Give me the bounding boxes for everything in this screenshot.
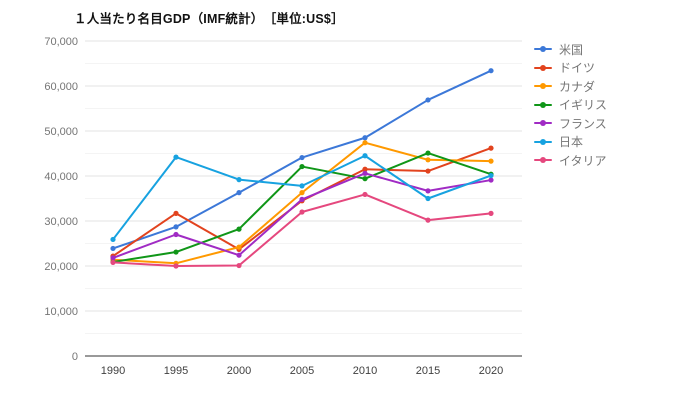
legend-label: カナダ [559, 79, 596, 94]
data-point-米国 [425, 97, 431, 103]
legend-label: 日本 [559, 135, 584, 150]
x-tick-label: 2005 [290, 365, 314, 377]
data-point-イギリス [299, 163, 305, 170]
data-point-イギリス [362, 176, 368, 182]
data-point-日本 [110, 236, 116, 243]
y-tick-label: 0 [72, 351, 78, 363]
x-tick-label: 2020 [479, 365, 503, 377]
data-point-米国 [488, 68, 494, 74]
data-point-フランス [362, 170, 368, 176]
legend-series-marker-icon [534, 64, 552, 72]
chart-title: １人当たり名目GDP（IMF統計） ［単位:US$］ [74, 12, 344, 26]
y-tick-label: 50,000 [44, 126, 78, 138]
legend-color-dot [540, 157, 546, 164]
data-point-米国 [299, 154, 305, 161]
legend-color-dot [540, 46, 546, 53]
data-point-米国 [236, 190, 242, 196]
legend-series-marker-icon [534, 156, 552, 164]
data-point-日本 [173, 154, 179, 160]
legend-label: イギリス [559, 98, 608, 113]
data-point-フランス [110, 255, 116, 261]
data-point-フランス [425, 188, 431, 194]
data-point-イタリア [236, 262, 242, 269]
data-point-カナダ [362, 140, 368, 146]
y-tick-label: 40,000 [44, 171, 78, 183]
data-point-ドイツ [488, 145, 494, 151]
legend-color-dot [540, 64, 546, 71]
data-point-カナダ [299, 190, 305, 196]
legend-item-イギリス: イギリス [534, 96, 607, 115]
data-point-カナダ [425, 157, 431, 163]
series-line-イタリア [112, 193, 492, 267]
data-point-イギリス [173, 249, 179, 255]
legend-label: ドイツ [559, 61, 596, 76]
data-point-日本 [425, 195, 431, 202]
legend-label: 米国 [559, 42, 584, 57]
data-point-フランス [173, 231, 179, 238]
legend-color-dot [540, 83, 546, 90]
x-tick-label: 2010 [353, 365, 377, 377]
data-point-フランス [236, 252, 242, 258]
legend-color-dot [540, 101, 546, 108]
legend-series-marker-icon [534, 119, 552, 127]
data-point-米国 [110, 245, 116, 252]
data-point-ドイツ [425, 168, 431, 174]
legend-series-marker-icon [534, 45, 552, 53]
x-tick-label: 1990 [101, 365, 125, 377]
data-point-ドイツ [173, 210, 179, 216]
data-point-カナダ [488, 158, 494, 164]
data-point-カナダ [236, 244, 242, 250]
legend-label: イタリア [559, 153, 607, 168]
data-point-イタリア [488, 210, 494, 216]
data-point-イギリス [236, 226, 242, 232]
chart-legend: 米国ドイツカナダイギリスフランス日本イタリア [534, 40, 607, 170]
data-point-日本 [299, 183, 305, 189]
data-point-フランス [299, 196, 305, 202]
legend-color-dot [540, 138, 546, 145]
legend-item-ドイツ: ドイツ [534, 59, 607, 78]
data-point-イタリア [173, 263, 179, 269]
legend-series-marker-icon [534, 101, 552, 109]
data-point-ドイツ [362, 166, 368, 172]
data-point-米国 [362, 135, 368, 141]
data-point-フランス [488, 177, 494, 183]
data-point-イタリア [425, 217, 431, 223]
data-point-日本 [362, 153, 368, 159]
data-point-イタリア [110, 259, 116, 265]
y-tick-label: 30,000 [44, 216, 78, 228]
legend-item-フランス: フランス [534, 114, 607, 133]
legend-item-イタリア: イタリア [534, 151, 607, 170]
legend-series-marker-icon [534, 82, 552, 90]
legend-item-日本: 日本 [534, 133, 607, 152]
y-tick-label: 20,000 [44, 261, 78, 273]
data-point-日本 [236, 177, 242, 183]
legend-series-marker-icon [534, 138, 552, 146]
legend-color-dot [540, 120, 546, 127]
legend-item-米国: 米国 [534, 40, 607, 59]
x-tick-label: 2000 [227, 365, 251, 377]
y-tick-label: 10,000 [44, 306, 78, 318]
data-point-米国 [173, 224, 179, 230]
x-tick-label: 2015 [416, 365, 440, 377]
legend-label: フランス [559, 116, 607, 131]
legend-item-カナダ: カナダ [534, 77, 607, 96]
data-point-日本 [488, 172, 494, 179]
data-point-イタリア [299, 209, 305, 215]
x-tick-label: 1995 [164, 365, 188, 377]
data-point-イタリア [362, 191, 368, 198]
data-point-イギリス [425, 150, 431, 156]
y-tick-label: 60,000 [44, 81, 78, 93]
y-tick-label: 70,000 [44, 36, 78, 48]
